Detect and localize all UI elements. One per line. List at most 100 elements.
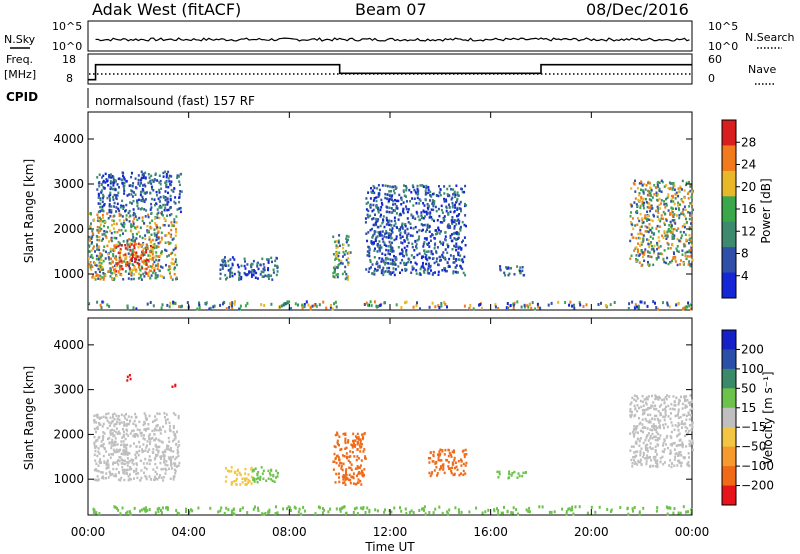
echo-cell xyxy=(108,424,111,427)
echo-cell xyxy=(436,246,439,249)
noise-trace xyxy=(95,37,690,42)
echo-cell xyxy=(654,445,657,449)
echo-cell xyxy=(254,276,257,279)
echo-cell xyxy=(640,241,643,245)
echo-cell xyxy=(169,234,172,237)
echo-cell xyxy=(161,303,164,307)
echo-cell xyxy=(336,266,339,269)
echo-cell xyxy=(177,464,180,467)
echo-cell xyxy=(455,248,458,252)
echo-cell xyxy=(152,256,155,259)
echo-cell xyxy=(638,422,641,426)
echo-cell xyxy=(96,238,99,242)
echo-cell xyxy=(238,278,240,281)
echo-cell xyxy=(163,457,166,460)
echo-cell xyxy=(513,470,516,474)
echo-cell xyxy=(423,268,426,271)
echo-cell xyxy=(648,421,651,424)
echo-cell xyxy=(359,439,362,443)
echo-cell xyxy=(377,305,380,308)
echo-cell xyxy=(136,434,139,438)
echo-cell xyxy=(429,239,432,242)
echo-cell xyxy=(629,415,632,419)
echo-cell xyxy=(138,258,141,262)
echo-cell xyxy=(688,211,691,215)
echo-cell xyxy=(691,407,694,410)
echo-cell xyxy=(400,306,403,309)
echo-cell xyxy=(652,263,655,267)
echo-cell xyxy=(462,449,465,452)
echo-cell xyxy=(142,174,145,177)
echo-cell xyxy=(97,210,100,214)
echo-cell xyxy=(645,448,647,451)
echo-cell xyxy=(634,461,637,464)
echo-cell xyxy=(197,506,200,510)
echo-cell xyxy=(448,225,451,228)
echo-cell xyxy=(109,262,112,265)
echo-cell xyxy=(289,506,292,510)
echo-cell xyxy=(640,462,643,466)
echo-cell xyxy=(633,459,636,462)
echo-cell xyxy=(125,447,128,450)
echo-cell xyxy=(130,189,133,192)
echo-cell xyxy=(657,254,660,258)
echo-cell xyxy=(173,301,176,305)
echo-cell xyxy=(351,443,354,447)
echo-cell xyxy=(108,470,111,474)
echo-cell xyxy=(438,214,441,218)
echo-cell xyxy=(638,219,641,223)
echo-cell xyxy=(655,194,658,197)
echo-cell xyxy=(651,207,654,210)
echo-cell xyxy=(444,231,447,234)
echo-cell xyxy=(125,432,128,436)
echo-cell xyxy=(359,438,362,441)
echo-cell xyxy=(173,475,176,478)
echo-cell xyxy=(126,248,129,251)
echo-cell xyxy=(647,432,650,435)
echo-cell xyxy=(169,194,172,198)
echo-cell xyxy=(119,268,121,271)
echo-cell xyxy=(125,449,128,452)
echo-cell xyxy=(428,471,431,475)
echo-cell xyxy=(155,202,157,205)
echo-cell xyxy=(145,467,148,471)
echo-cell xyxy=(167,445,170,448)
echo-cell xyxy=(122,427,124,431)
colorbar-tick-label: −50 xyxy=(741,440,766,454)
echo-cell xyxy=(431,218,434,221)
echo-cell xyxy=(106,427,109,430)
echo-cell xyxy=(158,506,161,510)
echo-cell xyxy=(171,251,174,255)
echo-cell xyxy=(642,451,645,455)
echo-cell xyxy=(379,247,382,250)
echo-cell xyxy=(110,176,112,179)
echo-cell xyxy=(166,208,169,212)
echo-cell xyxy=(171,467,173,470)
echo-cell xyxy=(127,211,130,215)
echo-cell xyxy=(479,303,482,306)
echo-cell xyxy=(658,405,661,408)
echo-cell xyxy=(426,243,429,246)
echo-cell xyxy=(101,276,104,279)
echo-cell xyxy=(130,271,133,274)
echo-cell xyxy=(457,459,460,463)
echo-cell xyxy=(115,237,118,240)
echo-cell xyxy=(262,263,265,266)
echo-cell xyxy=(371,227,373,231)
echo-cell xyxy=(659,460,662,464)
echo-cell xyxy=(414,217,417,220)
echo-cell xyxy=(167,170,170,174)
echo-cell xyxy=(647,406,650,410)
echo-cell xyxy=(459,225,462,229)
echo-cell xyxy=(630,204,633,207)
echo-cell xyxy=(452,270,455,273)
echo-cell xyxy=(393,238,396,242)
echo-cell xyxy=(105,450,108,453)
echo-cell xyxy=(107,256,110,259)
echo-cell xyxy=(399,213,402,216)
echo-cell xyxy=(142,450,145,453)
echo-cell xyxy=(104,230,107,234)
echo-cell xyxy=(419,307,421,311)
echo-cell xyxy=(656,198,659,202)
echo-cell xyxy=(658,437,661,440)
